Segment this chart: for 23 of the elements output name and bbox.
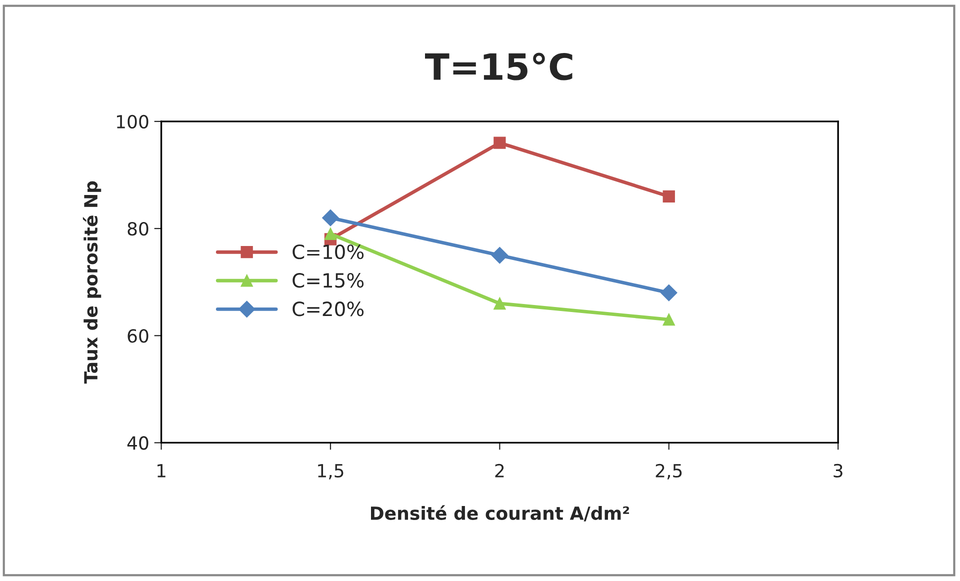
point <box>662 190 675 202</box>
x-tick-label: 2,5 <box>656 464 682 480</box>
y-axis-title: Taux de porosité Np <box>82 181 102 384</box>
legend-label: C=10% <box>292 244 364 260</box>
legend-label: C=15% <box>292 273 364 288</box>
point <box>494 297 506 310</box>
y-tick-label: 60 <box>128 329 148 343</box>
point <box>660 284 678 302</box>
legend-label: C=20% <box>292 302 364 316</box>
x-axis-title: Densité de courant A/dm² <box>371 505 630 522</box>
x-tick-label: 2 <box>495 464 504 478</box>
y-tick-label: 80 <box>128 222 148 236</box>
x-tick-label: 3 <box>834 464 842 478</box>
point <box>494 136 506 149</box>
point <box>324 228 337 240</box>
point <box>322 209 339 226</box>
point <box>491 246 508 264</box>
y-tick-label: 40 <box>127 436 148 450</box>
y-tick-label: 100 <box>116 114 148 129</box>
chart-title: T=15°C <box>425 52 572 80</box>
x-tick-label: 1 <box>158 464 166 478</box>
x-tick-label: 1,5 <box>318 464 344 480</box>
point <box>662 313 675 326</box>
